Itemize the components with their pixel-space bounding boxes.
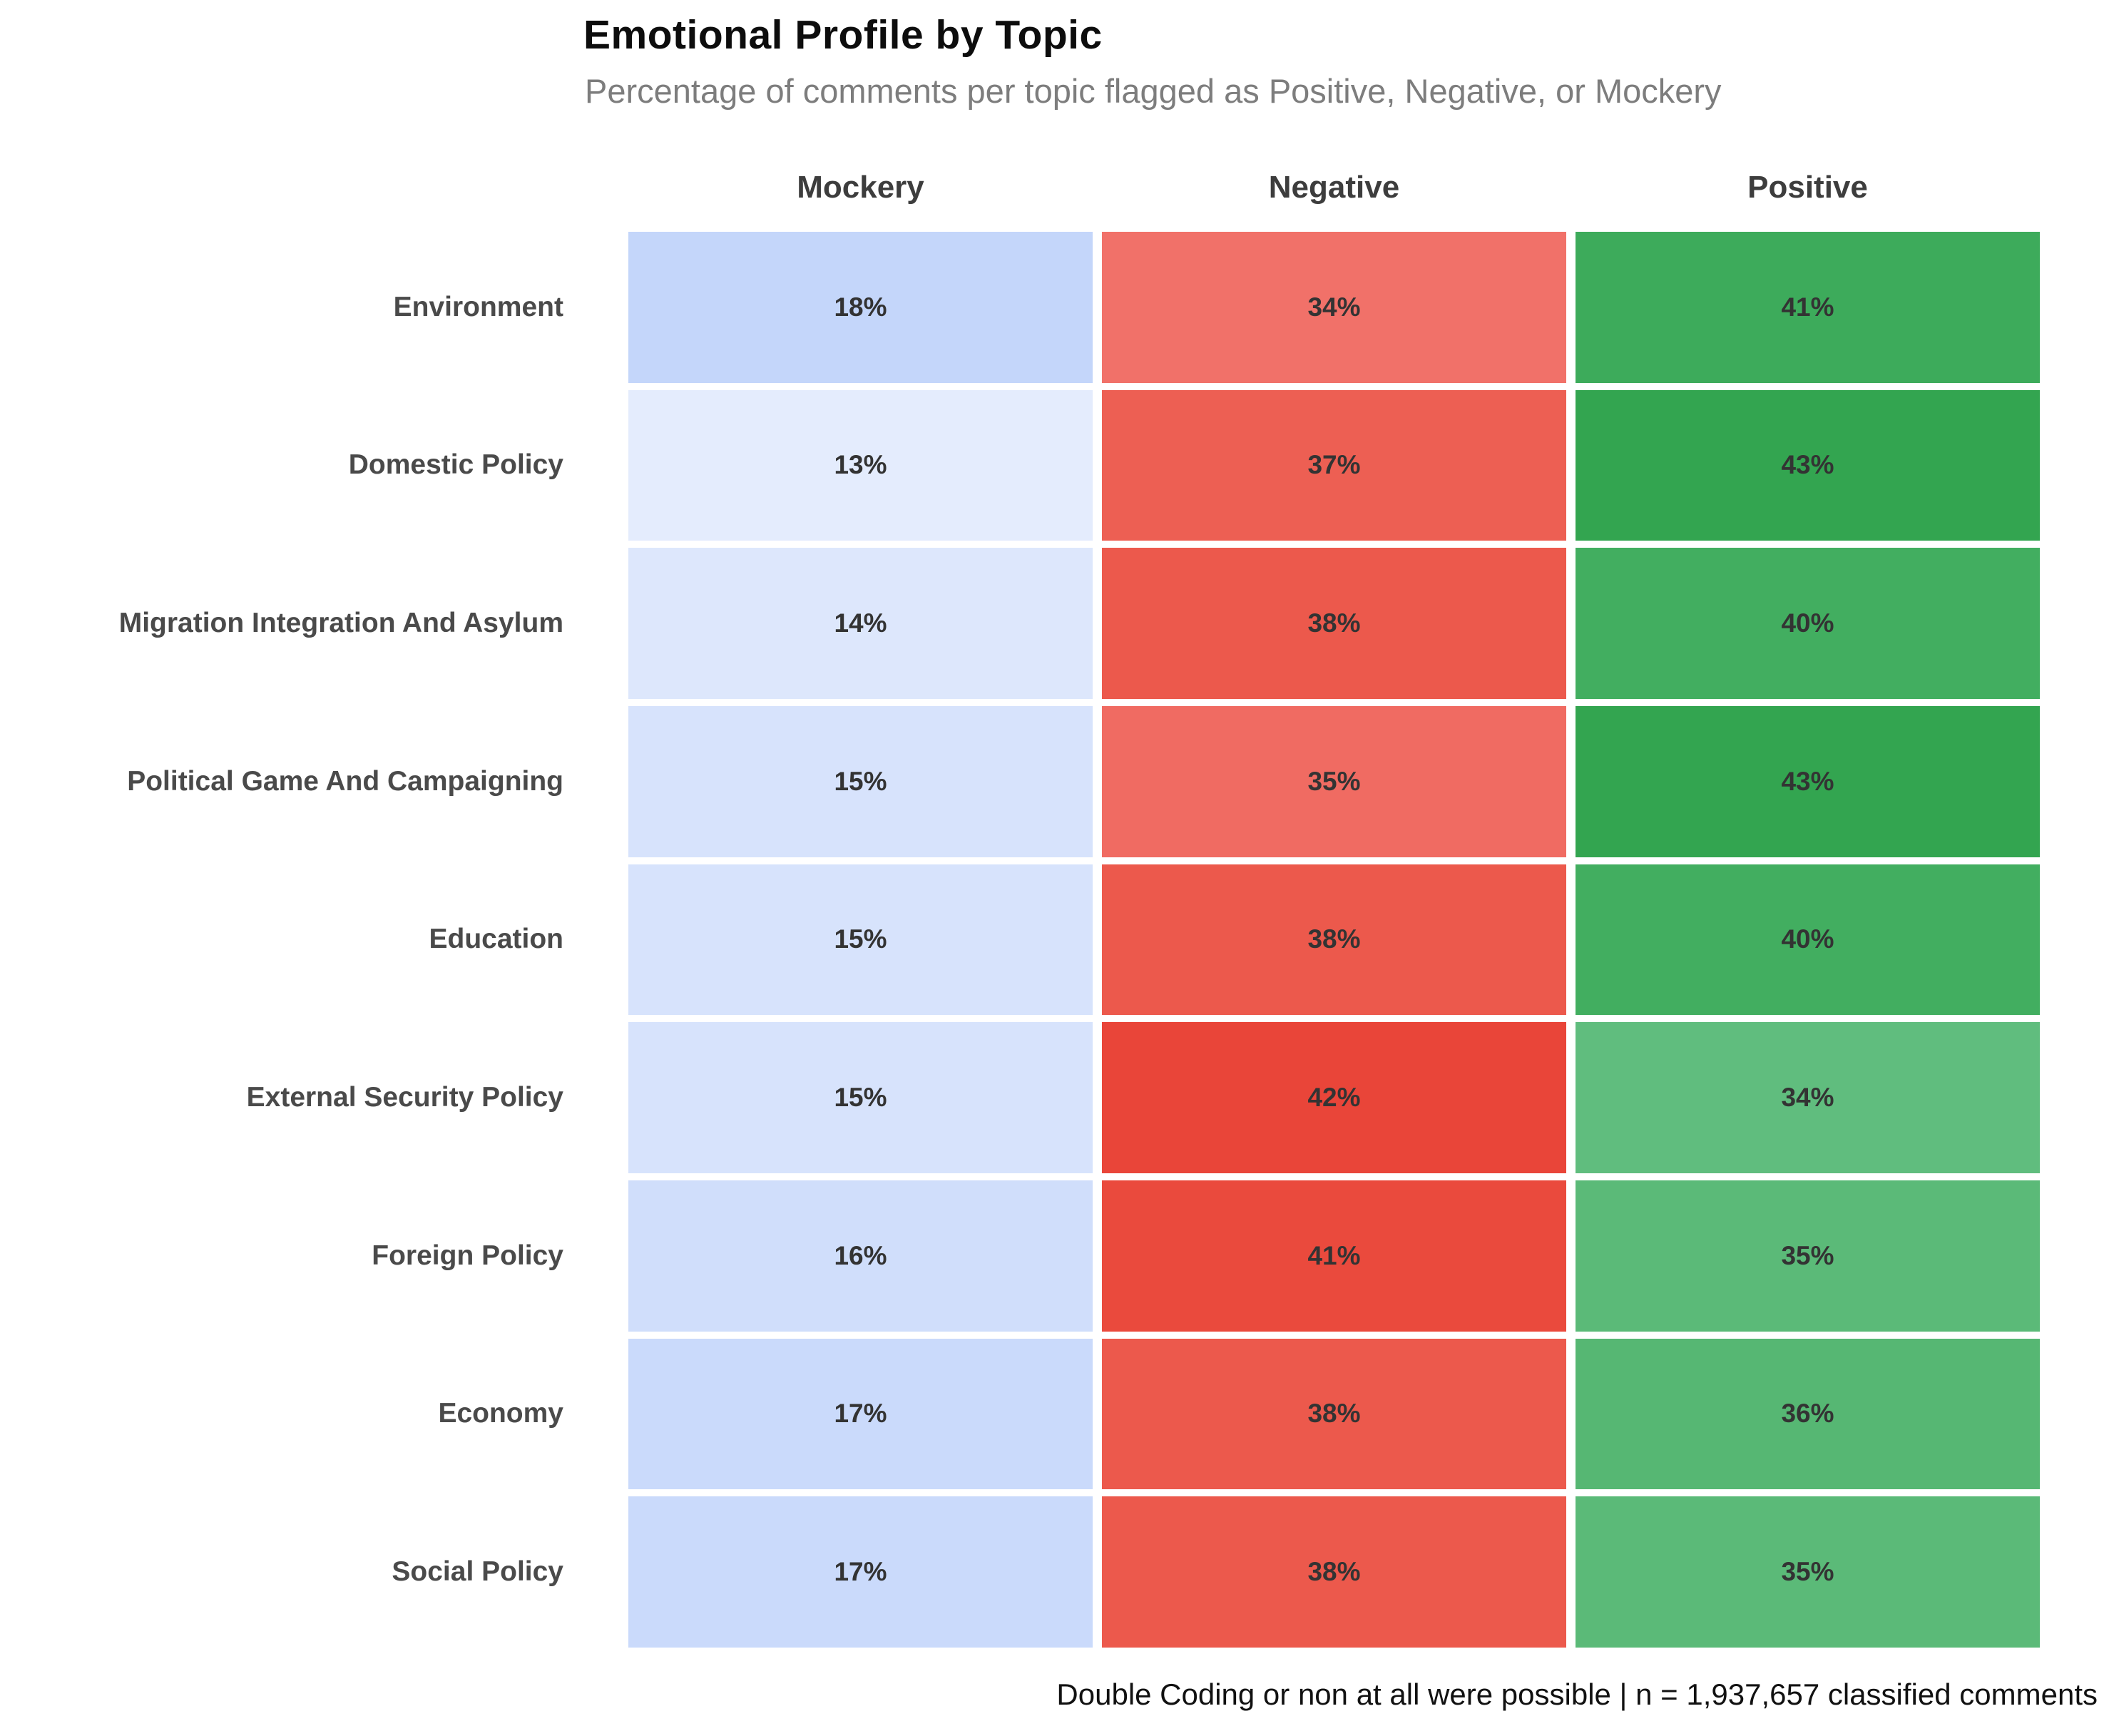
row-label: Domestic Policy bbox=[348, 449, 563, 481]
heatmap-cell: 34% bbox=[1102, 232, 1566, 383]
heatmap-cell: 42% bbox=[1102, 1022, 1566, 1173]
heatmap-cell: 43% bbox=[1576, 706, 2040, 857]
heatmap-cell: 38% bbox=[1102, 1338, 1566, 1490]
heatmap-cell: 34% bbox=[1576, 1022, 2040, 1173]
row-label: Environment bbox=[393, 291, 563, 322]
heatmap-cell: 35% bbox=[1576, 1496, 2040, 1648]
heatmap-cell: 40% bbox=[1576, 864, 2040, 1016]
heatmap-cell: 35% bbox=[1102, 706, 1566, 857]
heatmap-cell: 15% bbox=[628, 864, 1093, 1016]
row-label: Migration Integration And Asylum bbox=[118, 608, 563, 639]
row-label: Economy bbox=[438, 1398, 563, 1429]
chart-subtitle: Percentage of comments per topic flagged… bbox=[585, 72, 1722, 110]
row-label: Political Game And Campaigning bbox=[127, 765, 563, 797]
heatmap-cell: 13% bbox=[628, 389, 1093, 541]
heatmap-cell: 14% bbox=[628, 548, 1093, 699]
column-header-positive: Positive bbox=[1747, 170, 1868, 205]
heatmap-cell: 17% bbox=[628, 1496, 1093, 1648]
row-label: External Security Policy bbox=[246, 1082, 563, 1113]
heatmap-cell: 15% bbox=[628, 706, 1093, 857]
column-header-negative: Negative bbox=[1268, 170, 1400, 205]
column-headers: Mockery Negative Positive bbox=[628, 163, 2040, 213]
heatmap-cell: 17% bbox=[628, 1338, 1093, 1490]
heatmap-cell: 43% bbox=[1576, 389, 2040, 541]
heatmap-grid: 18% 34% 41% 13% 37% 43% 14% 38% 40% 15% 35% 43% 15% 3… bbox=[628, 232, 2040, 1648]
heatmap-cell: 41% bbox=[1576, 232, 2040, 383]
heatmap-cell: 38% bbox=[1102, 1496, 1566, 1648]
chart-title: Emotional Profile by Topic bbox=[583, 12, 1103, 58]
heatmap-cell: 15% bbox=[628, 1022, 1093, 1173]
heatmap-cell: 37% bbox=[1102, 389, 1566, 541]
heatmap-cell: 35% bbox=[1576, 1180, 2040, 1332]
heatmap-cell: 40% bbox=[1576, 548, 2040, 699]
row-label: Foreign Policy bbox=[372, 1240, 563, 1271]
heatmap-cell: 38% bbox=[1102, 548, 1566, 699]
chart-footer-note: Double Coding or non at all were possibl… bbox=[1056, 1678, 2098, 1711]
heatmap-cell: 38% bbox=[1102, 864, 1566, 1016]
heatmap-cell: 36% bbox=[1576, 1338, 2040, 1490]
row-labels: Environment Domestic Policy Migration Inte… bbox=[0, 232, 563, 1648]
row-label: Social Policy bbox=[392, 1556, 563, 1588]
heatmap-cell: 18% bbox=[628, 232, 1093, 383]
heatmap-cell: 41% bbox=[1102, 1180, 1566, 1332]
column-header-mockery: Mockery bbox=[797, 170, 924, 205]
row-label: Education bbox=[429, 924, 563, 955]
heatmap-cell: 16% bbox=[628, 1180, 1093, 1332]
